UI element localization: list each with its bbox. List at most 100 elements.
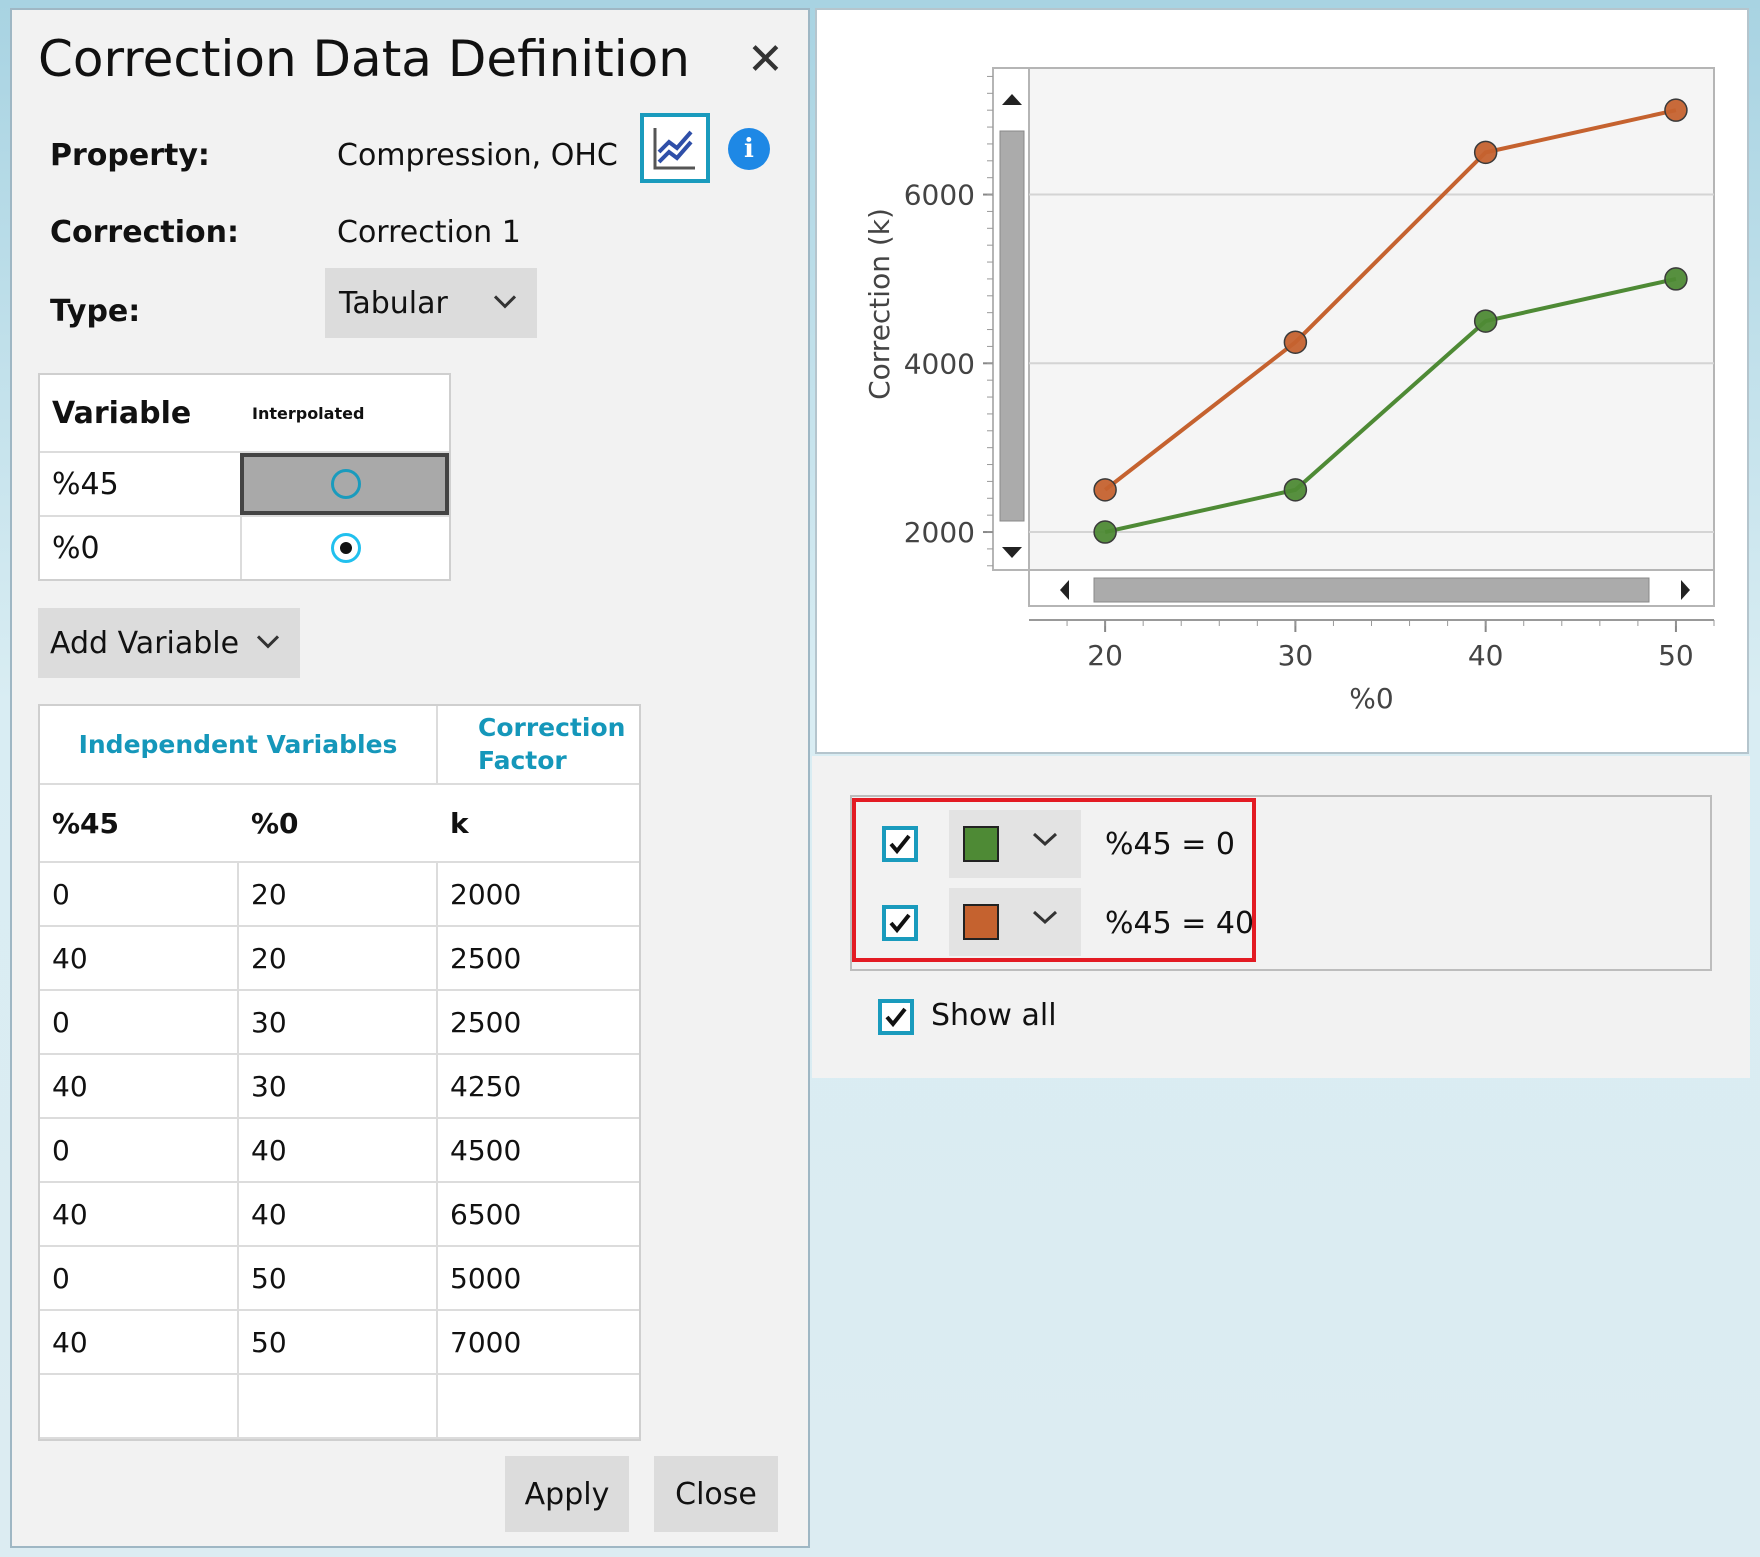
y-tick-label: 2000 [904, 516, 975, 549]
correction-factor-header-line1: Correction [478, 713, 626, 742]
independent-variables-header: Independent Variables [40, 706, 438, 783]
color-swatch [963, 904, 999, 940]
type-label: Type: [50, 294, 141, 329]
table-cell[interactable]: 40 [40, 1311, 239, 1373]
table-cell[interactable]: 0 [40, 991, 239, 1053]
correction-value: Correction 1 [337, 215, 521, 250]
apply-button[interactable]: Apply [505, 1456, 629, 1532]
y-tick-label: 6000 [904, 179, 975, 212]
table-row: 0 30 2500 [40, 991, 639, 1055]
x-tick-label: 20 [1087, 639, 1123, 672]
interpolated-radio[interactable] [330, 533, 361, 563]
table-cell[interactable]: 2500 [450, 1005, 522, 1039]
table-row: 40 40 6500 [40, 1183, 639, 1247]
chevron-down-icon [256, 635, 280, 649]
series-checkbox[interactable] [882, 826, 918, 862]
vertical-scroll-thumb [999, 130, 1025, 522]
variable-column-header: Variable [52, 395, 192, 431]
series-label: %45 = 0 [1105, 827, 1235, 862]
data-point [1664, 98, 1688, 122]
checkmark-icon [889, 834, 911, 855]
table-cell[interactable]: 4250 [450, 1069, 522, 1103]
data-point [1093, 478, 1117, 502]
table-row: 40 50 7000 [40, 1311, 639, 1375]
table-cell[interactable]: 2500 [450, 941, 522, 975]
table-cell[interactable]: 6500 [450, 1197, 522, 1231]
show-all-checkbox[interactable] [878, 999, 914, 1035]
checkmark-icon [885, 1007, 907, 1028]
correction-factor-header: Correction Factor [438, 706, 639, 783]
table-row: 0 50 5000 [40, 1247, 639, 1311]
scroll-left-arrow-icon [1060, 580, 1069, 600]
add-variable-dropdown[interactable]: Add Variable [38, 608, 300, 678]
interpolated-column-header: Interpolated [252, 403, 365, 423]
table-cell[interactable]: 40 [40, 1055, 239, 1117]
table-cell[interactable] [438, 1375, 637, 1437]
table-row: 40 30 4250 [40, 1055, 639, 1119]
checkmark-icon [889, 913, 911, 934]
variable-row: %45 [40, 451, 449, 515]
interpolated-radio[interactable] [330, 469, 361, 499]
interpolated-cell[interactable] [240, 517, 449, 579]
correction-data-table: Independent Variables Correction Factor … [38, 704, 641, 1441]
chevron-down-icon [1032, 832, 1058, 847]
table-cell[interactable]: 0 [40, 1247, 239, 1309]
show-all-label: Show all [931, 998, 1057, 1033]
column-header: %45 [52, 806, 120, 840]
highlight-box [852, 798, 1256, 962]
table-cell[interactable]: 40 [239, 1119, 438, 1181]
info-icon[interactable]: i [728, 128, 770, 170]
table-row: 0 20 2000 [40, 863, 639, 927]
scroll-right-arrow-icon [1681, 580, 1690, 600]
table-cell[interactable]: 0 [40, 863, 239, 925]
variable-row: %0 [40, 515, 449, 579]
table-cell[interactable]: 30 [239, 991, 438, 1053]
table-row: 0 40 4500 [40, 1119, 639, 1183]
table-cell[interactable] [239, 1375, 438, 1437]
table-row: 40 20 2500 [40, 927, 639, 991]
column-header: k [450, 806, 469, 840]
property-label: Property: [50, 138, 210, 173]
close-icon[interactable]: ✕ [747, 34, 784, 85]
scroll-down-arrow-icon [1002, 547, 1022, 558]
table-cell[interactable]: 40 [40, 1183, 239, 1245]
table-cell[interactable]: 30 [239, 1055, 438, 1117]
chart-view-button[interactable] [640, 113, 710, 183]
chevron-down-icon [1032, 910, 1058, 925]
x-tick-label: 50 [1658, 639, 1694, 672]
table-cell[interactable]: 5000 [450, 1261, 522, 1295]
table-cell[interactable]: 20 [239, 927, 438, 989]
table-cell[interactable]: 7000 [450, 1325, 522, 1359]
x-tick-label: 30 [1278, 639, 1314, 672]
series-checkbox[interactable] [882, 905, 918, 941]
chart-panel: 2000 4000 6000 20 30 40 50 %0 Correction (k) [815, 8, 1749, 754]
table-cell[interactable] [40, 1375, 239, 1437]
type-dropdown[interactable]: Tabular [325, 268, 537, 338]
table-cell[interactable]: 40 [239, 1183, 438, 1245]
interpolated-cell[interactable] [240, 453, 449, 515]
table-cell[interactable]: 2000 [450, 877, 522, 911]
add-variable-label: Add Variable [50, 625, 240, 661]
table-cell[interactable]: 0 [40, 1119, 239, 1181]
data-point [1473, 140, 1498, 165]
table-cell[interactable]: 20 [239, 863, 438, 925]
series-color-dropdown[interactable] [949, 810, 1081, 878]
table-cell[interactable]: 50 [239, 1311, 438, 1373]
column-header: %0 [251, 806, 299, 840]
property-value: Compression, OHC [337, 138, 618, 173]
variables-table: Variable Interpolated %45 %0 [38, 373, 451, 581]
y-axis-label: Correction (k) [863, 208, 896, 400]
variables-header-row: Variable Interpolated [40, 375, 449, 451]
series-label: %45 = 40 [1105, 906, 1255, 941]
series-color-dropdown[interactable] [949, 888, 1081, 956]
table-cell[interactable]: 4500 [450, 1133, 522, 1167]
close-button[interactable]: Close [654, 1456, 778, 1532]
correction-chart: 2000 4000 6000 20 30 40 50 %0 Correction (k) [863, 67, 1715, 715]
x-axis-label: %0 [1349, 682, 1393, 715]
data-point [1473, 309, 1498, 333]
table-cell[interactable]: 40 [40, 927, 239, 989]
table-group-header: Independent Variables Correction Factor [40, 706, 639, 785]
table-cell[interactable]: 50 [239, 1247, 438, 1309]
correction-label: Correction: [50, 215, 239, 250]
type-dropdown-value: Tabular [339, 285, 448, 321]
